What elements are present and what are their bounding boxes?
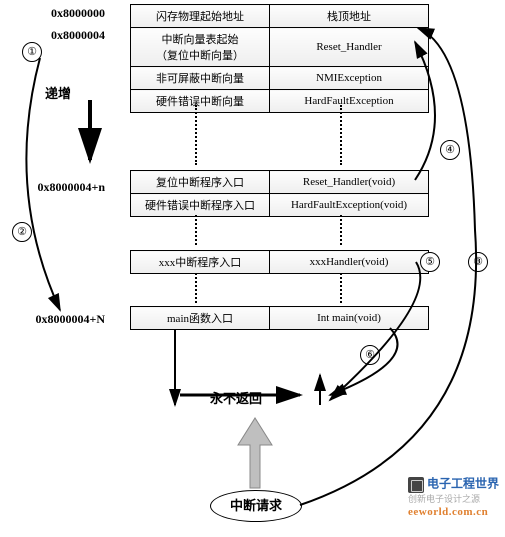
addr-3: 0x8000004+N bbox=[0, 312, 105, 327]
logo-cn: 电子工程世界 bbox=[427, 476, 499, 490]
t3r0c0: xxx中断程序入口 bbox=[131, 251, 270, 274]
addr-2: 0x8000004+n bbox=[0, 180, 105, 195]
t1r2c0: 非可屏蔽中断向量 bbox=[131, 67, 270, 90]
dots-3b bbox=[340, 273, 344, 303]
dots-1b bbox=[340, 105, 344, 165]
t1r2c1: NMIException bbox=[270, 67, 429, 90]
dots-1a bbox=[195, 105, 199, 165]
circle-5: ⑤ bbox=[420, 252, 440, 272]
label-increment: 递增 bbox=[45, 83, 71, 102]
main-table: main函数入口Int main(void) bbox=[130, 306, 429, 330]
circle-2: ② bbox=[12, 222, 32, 242]
t2r1c0: 硬件错误中断程序入口 bbox=[131, 194, 270, 217]
circle-3: ③ bbox=[468, 252, 488, 272]
t4r0c0: main函数入口 bbox=[131, 307, 270, 330]
vector-table: 闪存物理起始地址栈顶地址 中断向量表起始 （复位中断向量）Reset_Handl… bbox=[130, 4, 429, 113]
t1r3c1: HardFaultException bbox=[270, 90, 429, 113]
t4r0c1: Int main(void) bbox=[270, 307, 429, 330]
addr-0: 0x8000000 bbox=[10, 6, 105, 21]
addr-1: 0x8000004 bbox=[10, 28, 105, 43]
t1r0c1: 栈顶地址 bbox=[270, 5, 429, 28]
t2r0c1: Reset_Handler(void) bbox=[270, 171, 429, 194]
dots-2b bbox=[340, 215, 344, 245]
dots-3a bbox=[195, 273, 199, 303]
t2r1c1: HardFaultException(void) bbox=[270, 194, 429, 217]
t1r0c0: 闪存物理起始地址 bbox=[131, 5, 270, 28]
t1r3c0: 硬件错误中断向量 bbox=[131, 90, 270, 113]
t1r1c1: Reset_Handler bbox=[270, 28, 429, 67]
logo-sub: 创新电子设计之源 bbox=[408, 494, 480, 504]
logo: 电子工程世界 创新电子设计之源 eeworld.com.cn bbox=[408, 477, 499, 519]
t1r1c0: 中断向量表起始 （复位中断向量） bbox=[131, 28, 270, 67]
circle-4: ④ bbox=[440, 140, 460, 160]
t2r0c0: 复位中断程序入口 bbox=[131, 171, 270, 194]
logo-url: eeworld.com.cn bbox=[408, 506, 488, 518]
xxx-handler-table: xxx中断程序入口xxxHandler(void) bbox=[130, 250, 429, 274]
circle-1: ① bbox=[22, 42, 42, 62]
chip-icon bbox=[408, 477, 424, 493]
irq-node: 中断请求 bbox=[210, 490, 302, 522]
handler-table: 复位中断程序入口Reset_Handler(void) 硬件错误中断程序入口Ha… bbox=[130, 170, 429, 217]
label-noreturn: 永不返回 bbox=[210, 388, 262, 407]
t3r0c1: xxxHandler(void) bbox=[270, 251, 429, 274]
dots-2a bbox=[195, 215, 199, 245]
circle-6: ⑥ bbox=[360, 345, 380, 365]
